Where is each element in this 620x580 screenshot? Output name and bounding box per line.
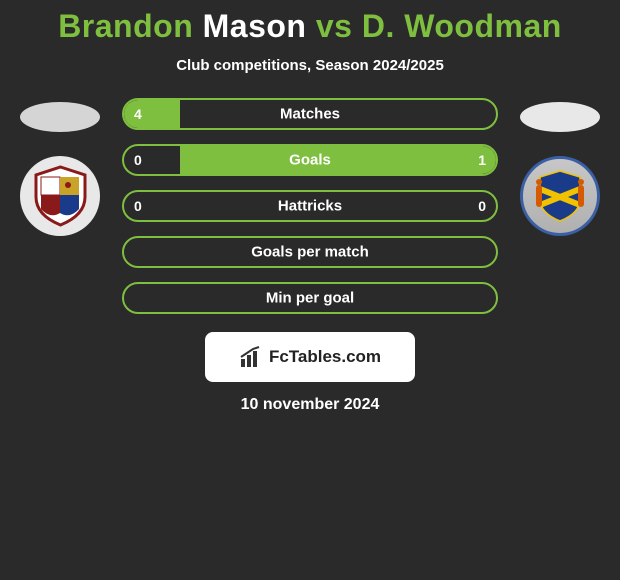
stat-bar: Goals per match xyxy=(122,236,498,268)
player1-last: Mason xyxy=(203,8,307,44)
right-side-col xyxy=(510,98,610,236)
stat-bar: 4 Matches xyxy=(122,98,498,130)
page-title: Brandon Mason vs D. Woodman xyxy=(0,8,620,45)
bar-chart-icon xyxy=(239,345,263,369)
bar-label: Min per goal xyxy=(266,290,354,307)
date-text: 10 november 2024 xyxy=(0,396,620,414)
shield-icon xyxy=(33,165,88,227)
stat-bar: 0 0 Hattricks xyxy=(122,190,498,222)
player1-ellipse xyxy=(20,102,100,132)
subtitle: Club competitions, Season 2024/2025 xyxy=(0,57,620,74)
player1-club-crest xyxy=(20,156,100,236)
bar-label: Hattricks xyxy=(278,198,342,215)
bar-value-right: 1 xyxy=(478,152,486,168)
bar-value-left: 4 xyxy=(134,106,142,122)
stat-bar: Min per goal xyxy=(122,282,498,314)
shield-icon xyxy=(534,167,586,225)
stat-bar: 0 1 Goals xyxy=(122,144,498,176)
bar-label: Matches xyxy=(280,106,340,123)
comparison-row: 4 Matches 0 1 Goals 0 0 Hattricks Goals per matc… xyxy=(0,98,620,314)
stats-bars: 4 Matches 0 1 Goals 0 0 Hattricks Goals per matc… xyxy=(110,98,510,314)
player1-first: Brandon xyxy=(58,8,193,44)
bar-label: Goals per match xyxy=(251,244,369,261)
logo-box: FcTables.com xyxy=(205,332,415,382)
bar-label: Goals xyxy=(289,152,331,169)
left-side-col xyxy=(10,98,110,236)
player2-name: D. Woodman xyxy=(362,8,562,44)
bar-value-right: 0 xyxy=(478,198,486,214)
logo-text: FcTables.com xyxy=(269,347,381,367)
bar-value-left: 0 xyxy=(134,152,142,168)
bar-value-left: 0 xyxy=(134,198,142,214)
player2-ellipse xyxy=(520,102,600,132)
bar-fill-left xyxy=(124,100,180,128)
player2-club-crest xyxy=(520,156,600,236)
bar-fill-right xyxy=(180,146,496,174)
vs-text: vs xyxy=(306,8,361,44)
